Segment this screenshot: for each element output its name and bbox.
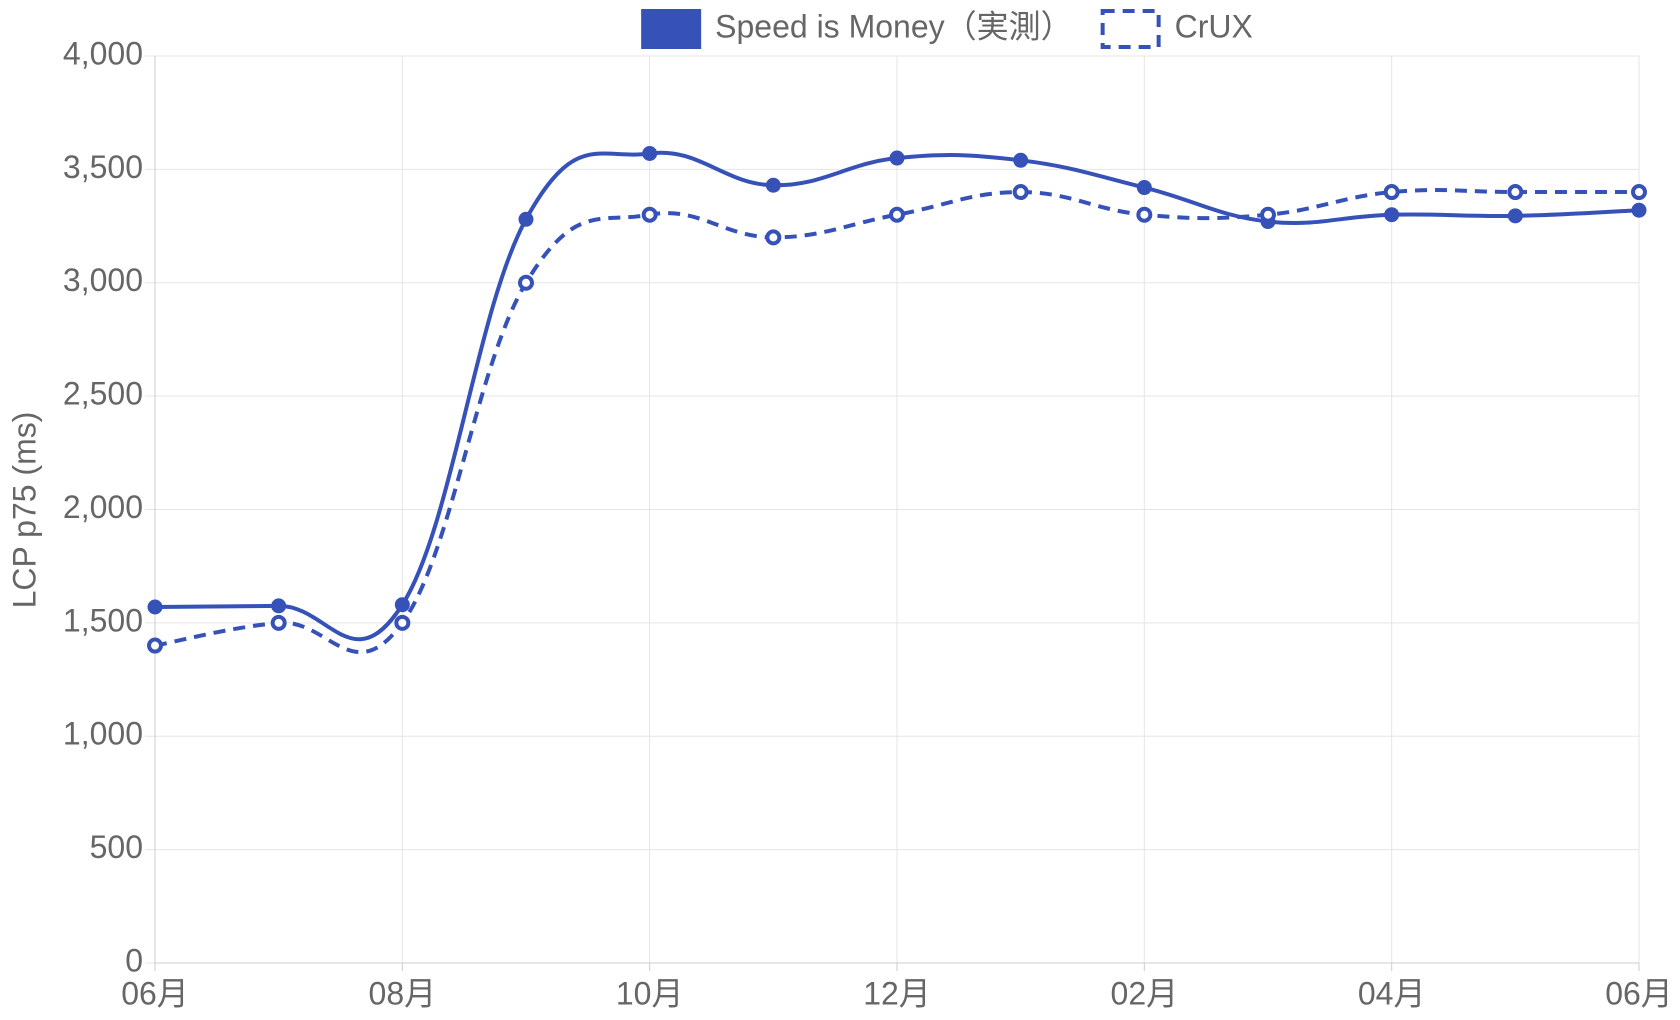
data-point — [394, 614, 411, 631]
legend-swatch — [641, 9, 702, 49]
data-point — [1012, 184, 1029, 201]
y-tick-label: 3,500 — [63, 149, 143, 185]
data-point — [271, 598, 287, 614]
data-point — [889, 206, 905, 223]
data-point — [1136, 180, 1152, 196]
data-point — [394, 597, 410, 613]
legend-label: Speed is Money（実測） — [715, 8, 1072, 44]
data-point — [1507, 184, 1524, 201]
data-point — [765, 229, 782, 246]
legend-swatch — [1100, 9, 1161, 49]
data-point — [518, 274, 534, 291]
data-point — [1631, 202, 1647, 218]
x-tick-label: 06月 — [1605, 975, 1673, 1011]
y-tick-label: 3,000 — [63, 262, 143, 298]
y-tick-label: 2,000 — [63, 489, 143, 525]
y-tick-label: 0 — [125, 942, 143, 978]
legend: Speed is Money（実測） CrUX — [641, 8, 1253, 49]
y-tick-label: 1,500 — [63, 602, 143, 638]
y-tick-label: 2,500 — [63, 376, 143, 412]
data-point — [889, 150, 905, 166]
data-point — [1260, 206, 1276, 223]
data-point — [641, 206, 658, 223]
data-point — [1384, 207, 1400, 223]
data-point — [642, 146, 658, 162]
x-tick-label: 06月 — [121, 975, 189, 1011]
x-tick-label: 02月 — [1111, 975, 1179, 1011]
y-tick-label: 1,000 — [63, 716, 143, 752]
x-tick-label: 12月 — [863, 975, 931, 1011]
y-tick-label: 4,000 — [63, 35, 143, 71]
x-tick-label: 10月 — [616, 975, 684, 1011]
data-point — [1136, 206, 1153, 223]
data-point — [1013, 152, 1029, 168]
legend-label: CrUX — [1175, 8, 1253, 44]
data-point — [1383, 184, 1400, 201]
x-tick-label: 08月 — [369, 975, 437, 1011]
data-point — [1631, 184, 1647, 201]
x-tick-label: 04月 — [1358, 975, 1426, 1011]
y-tick-label: 500 — [90, 829, 143, 865]
data-point — [147, 637, 163, 654]
y-axis-label: LCP p75 (ms) — [6, 412, 42, 609]
data-point — [765, 177, 781, 193]
data-point — [147, 599, 163, 615]
data-point — [1507, 208, 1523, 224]
data-point — [270, 614, 287, 631]
data-point — [518, 211, 534, 227]
